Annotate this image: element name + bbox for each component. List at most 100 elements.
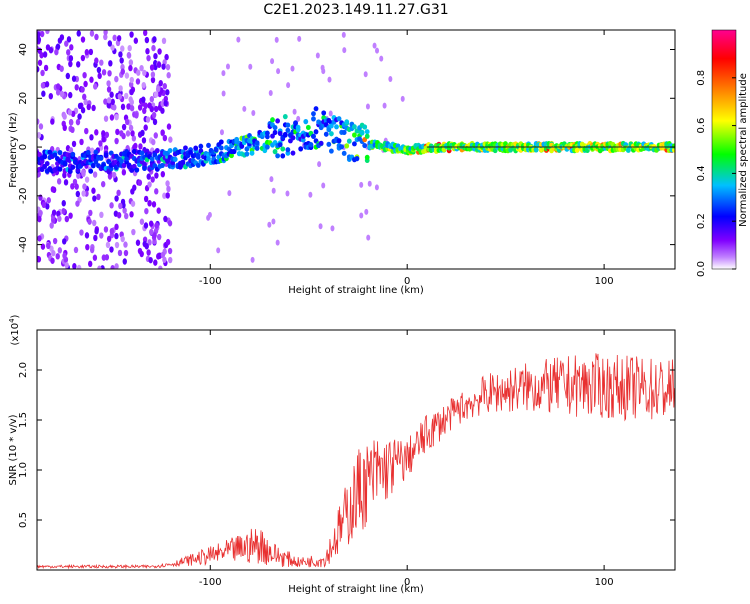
spectrogram-cell bbox=[153, 259, 158, 266]
spectrogram-cell bbox=[165, 63, 171, 71]
spectrogram-y-ticks: -40 -20 0 20 40 bbox=[18, 43, 675, 253]
spectrogram-cell bbox=[76, 264, 82, 269]
spectrogram-cell bbox=[61, 200, 66, 207]
spectrogram-cell bbox=[298, 146, 304, 152]
spectrogram-cell bbox=[158, 79, 163, 87]
spectrogram-cell bbox=[62, 238, 67, 245]
spectrogram-cell bbox=[83, 98, 88, 106]
spectrogram-cell bbox=[167, 147, 173, 154]
spectrogram-cell bbox=[106, 102, 111, 109]
spectrogram-cell bbox=[328, 123, 334, 129]
spectrogram-cell bbox=[251, 110, 256, 117]
spectrogram-cell bbox=[272, 124, 278, 131]
spectrogram-cell bbox=[388, 75, 393, 82]
spectrogram-cell bbox=[139, 64, 144, 72]
spectrogram-cell bbox=[44, 160, 50, 167]
spectrogram-cell bbox=[269, 176, 274, 183]
spectrogram-cell bbox=[270, 133, 275, 139]
spectrogram-cell bbox=[57, 215, 62, 222]
spectrogram-cell bbox=[267, 221, 272, 228]
spectrogram-cell bbox=[308, 191, 313, 198]
spectrogram-cell bbox=[68, 119, 74, 126]
colorbar: 0.0 0.2 0.4 0.6 0.8 Normalized spectral ampl… bbox=[696, 29, 749, 277]
spectrogram-cell bbox=[219, 129, 224, 136]
spectrogram-cell bbox=[320, 64, 325, 71]
spectrogram-cell bbox=[144, 243, 149, 250]
spectrogram-cell bbox=[72, 263, 77, 269]
spectrogram-cell bbox=[124, 72, 130, 79]
spectrogram-cell bbox=[55, 89, 61, 96]
spectrogram-cell bbox=[234, 136, 240, 143]
spectrogram-cell bbox=[153, 52, 158, 60]
spectrogram-cell bbox=[103, 115, 109, 122]
spectrogram-cell bbox=[293, 120, 298, 126]
spectrogram-cell bbox=[128, 59, 134, 66]
spectrogram-cell bbox=[153, 63, 158, 71]
snr-y-ticks: 0.5 1.0 1.5 2.0 bbox=[18, 362, 675, 528]
spectrogram-cell bbox=[64, 262, 69, 269]
spectrogram-cell bbox=[239, 143, 245, 149]
spectrogram-cell bbox=[84, 49, 90, 56]
spectrogram-cell bbox=[262, 147, 268, 154]
spectrogram-cell bbox=[225, 63, 230, 70]
spectrogram-cell bbox=[92, 254, 98, 261]
colorbar-tick-label: 0.2 bbox=[696, 213, 707, 229]
spectrogram-cell bbox=[143, 124, 148, 131]
spectrogram-cell bbox=[82, 183, 87, 190]
spectrogram-cell bbox=[56, 210, 61, 217]
spectrogram-cell bbox=[344, 119, 350, 125]
spectrogram-cell bbox=[148, 220, 154, 227]
spectrogram-cell bbox=[150, 176, 155, 183]
spectrogram-cell bbox=[37, 215, 42, 223]
spectrogram-ytick-label: 40 bbox=[18, 43, 29, 56]
spectrogram-cell bbox=[57, 150, 63, 156]
spectrogram-cell bbox=[352, 124, 357, 130]
spectrogram-cell bbox=[292, 108, 297, 115]
snr-x-ticks: -100 0 100 bbox=[199, 330, 614, 588]
spectrogram-cell bbox=[272, 149, 278, 155]
spectrogram-cell bbox=[65, 72, 71, 80]
spectrogram-cell bbox=[96, 193, 101, 201]
spectrogram-cell bbox=[120, 45, 125, 52]
spectrogram-cell bbox=[41, 201, 47, 209]
spectrogram-cell bbox=[103, 152, 109, 158]
spectrogram-cell bbox=[120, 68, 125, 75]
spectrogram-cell bbox=[290, 65, 295, 72]
spectrogram-cell bbox=[400, 95, 405, 102]
spectrogram-cell bbox=[229, 152, 234, 159]
spectrogram-cell bbox=[68, 60, 73, 68]
spectrogram-cell bbox=[366, 234, 371, 241]
spectrogram-cell bbox=[150, 71, 156, 78]
spectrogram-cell bbox=[264, 130, 270, 136]
spectrogram-cell bbox=[143, 195, 149, 203]
spectrogram-cell bbox=[162, 134, 168, 142]
spectrogram-cell bbox=[64, 40, 69, 47]
spectrogram-heatmap bbox=[37, 30, 675, 269]
spectrogram-cell bbox=[121, 123, 127, 131]
spectrogram-cell bbox=[129, 31, 134, 38]
spectrogram-cell bbox=[54, 48, 59, 56]
spectrogram-cell bbox=[40, 69, 45, 77]
spectrogram-xtick-label: 0 bbox=[404, 276, 410, 287]
spectrogram-cell bbox=[55, 43, 61, 50]
spectrogram-cell bbox=[326, 127, 332, 133]
spectrogram-cell bbox=[153, 105, 159, 113]
spectrogram-cell bbox=[62, 124, 67, 132]
spectrogram-cell bbox=[165, 238, 171, 246]
spectrogram-cell bbox=[76, 61, 81, 68]
spectrogram-cell bbox=[93, 83, 98, 90]
spectrogram-cell bbox=[339, 144, 345, 150]
spectrogram-cell bbox=[79, 229, 84, 236]
spectrogram-cell bbox=[79, 138, 84, 146]
spectrogram-cell bbox=[142, 69, 147, 77]
snr-ytick-label: 2.0 bbox=[18, 362, 29, 378]
spectrogram-cell bbox=[124, 156, 129, 162]
spectrogram-cell bbox=[147, 102, 152, 109]
spectrogram-cell bbox=[341, 150, 347, 156]
spectrogram-cell bbox=[362, 142, 368, 149]
spectrogram-cell bbox=[43, 64, 49, 72]
spectrogram-cell bbox=[42, 51, 48, 58]
spectrogram-cell bbox=[115, 128, 120, 136]
colorbar-tick-label: 0.0 bbox=[696, 261, 707, 277]
colorbar-ticks: 0.0 0.2 0.4 0.6 0.8 bbox=[696, 70, 736, 277]
